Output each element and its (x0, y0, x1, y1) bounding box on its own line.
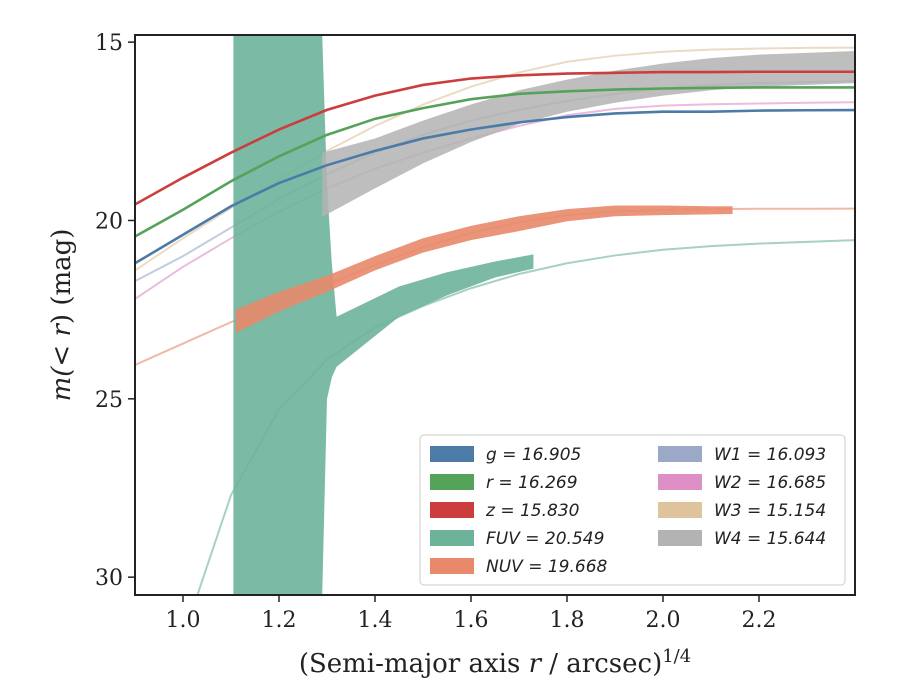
series-line-g (135, 108, 855, 265)
legend-entry-nuv: NUV = 19.668 (486, 557, 608, 577)
x-tick-label: 2.2 (742, 608, 777, 633)
y-axis-label: m(< r) (mag) (47, 229, 77, 402)
series-band-fuv (233, 35, 534, 595)
legend-entry-g: g = 16.905 (486, 445, 581, 465)
y-tick-label: 15 (95, 31, 123, 56)
y-tick-label: 30 (95, 566, 123, 591)
x-axis-ticks: 1.0 1.2 1.4 1.6 1.8 2.0 2.2 (166, 595, 777, 633)
y-tick-label: 25 (95, 388, 123, 413)
series-line-r (135, 86, 855, 238)
legend-swatch-z (430, 502, 474, 518)
legend-swatch-r (430, 474, 474, 490)
y-tick-label: 20 (95, 209, 123, 234)
x-tick-label: 1.8 (550, 608, 585, 633)
legend-swatch-w3 (658, 502, 702, 518)
series-band-nuv (235, 205, 733, 333)
legend-box (419, 434, 846, 586)
series-band-w4 (322, 51, 855, 217)
legend-swatch-nuv (430, 558, 474, 574)
legend-swatch-w4 (658, 530, 702, 546)
legend-swatch-fuv (430, 530, 474, 546)
legend-entry-w2: W2 = 16.685 (714, 473, 826, 493)
legend-entry-w1: W1 = 16.093 (714, 445, 826, 465)
x-tick-label: 1.6 (454, 608, 489, 633)
legend-swatch-g (430, 446, 474, 462)
y-axis-ticks: 15 20 25 30 (95, 31, 135, 591)
legend-swatch-w2 (658, 474, 702, 490)
x-tick-label: 1.4 (358, 608, 393, 633)
series-line-z (135, 70, 855, 206)
x-axis-label: (Semi-major axis r / arcsec)1/4 (299, 646, 691, 679)
x-tick-label: 2.0 (646, 608, 681, 633)
legend-entry-w4: W4 = 15.644 (714, 529, 826, 549)
axes-frame (134, 34, 856, 596)
legend-entry-w3: W3 = 15.154 (714, 501, 826, 521)
x-tick-label: 1.0 (166, 608, 201, 633)
legend-swatch-w1 (658, 446, 702, 462)
legend: g = 16.905 r = 16.269 z = 15.830 FUV = 20.5… (419, 434, 846, 586)
legend-entry-z: z = 15.830 (485, 501, 579, 521)
legend-entry-fuv: FUV = 20.549 (486, 529, 604, 549)
plot-area (135, 35, 855, 595)
x-tick-label: 1.2 (262, 608, 297, 633)
legend-entry-r: r = 16.269 (486, 473, 578, 493)
